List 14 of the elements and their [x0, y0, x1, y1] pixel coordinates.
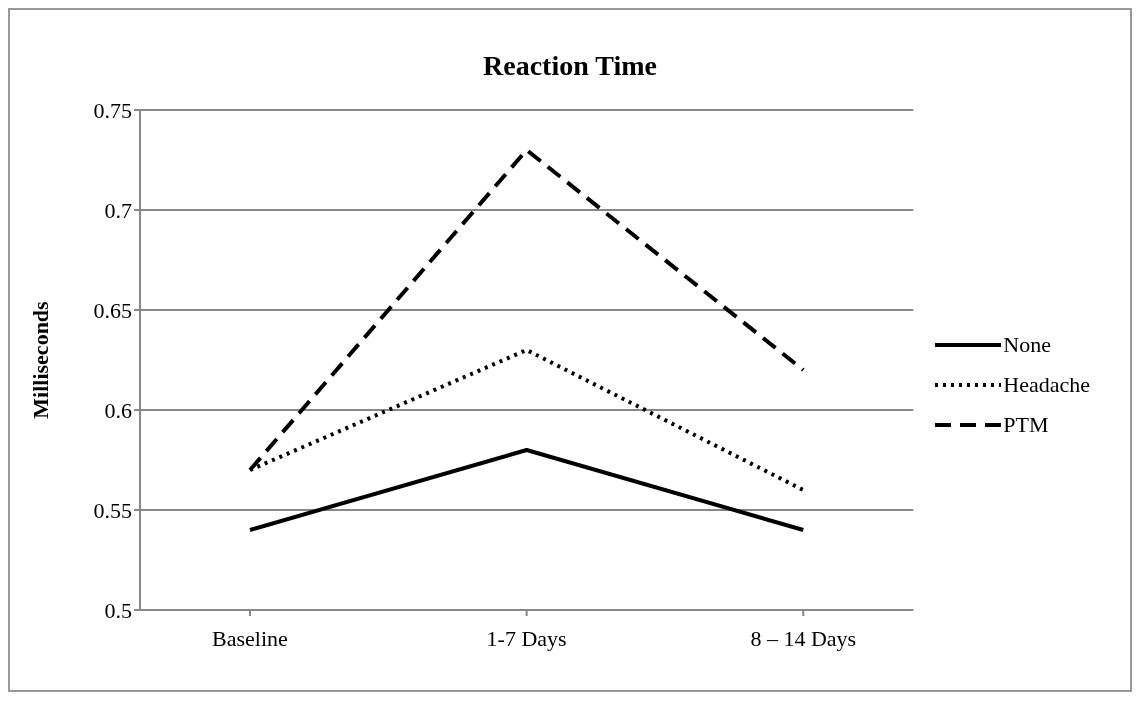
y-tick-label: 0.5	[104, 597, 132, 623]
x-tick-label: 8 – 14 Days	[750, 625, 857, 651]
legend-label: None	[1003, 332, 1051, 358]
chart-title: Reaction Time	[482, 50, 658, 83]
y-tick-label: 0.7	[104, 197, 132, 223]
y-tick-label: 0.75	[93, 97, 132, 123]
x-tick-label: Baseline	[212, 625, 288, 651]
x-tick-label: 1-7 Days	[486, 625, 567, 651]
legend-label: PTM	[1003, 412, 1049, 438]
legend-label: Headache	[1003, 372, 1090, 398]
y-tick-label: 0.55	[93, 497, 132, 523]
y-axis-title: Milliseconds	[27, 300, 53, 419]
y-tick-label: 0.6	[104, 397, 132, 423]
y-tick-label: 0.65	[93, 297, 132, 323]
